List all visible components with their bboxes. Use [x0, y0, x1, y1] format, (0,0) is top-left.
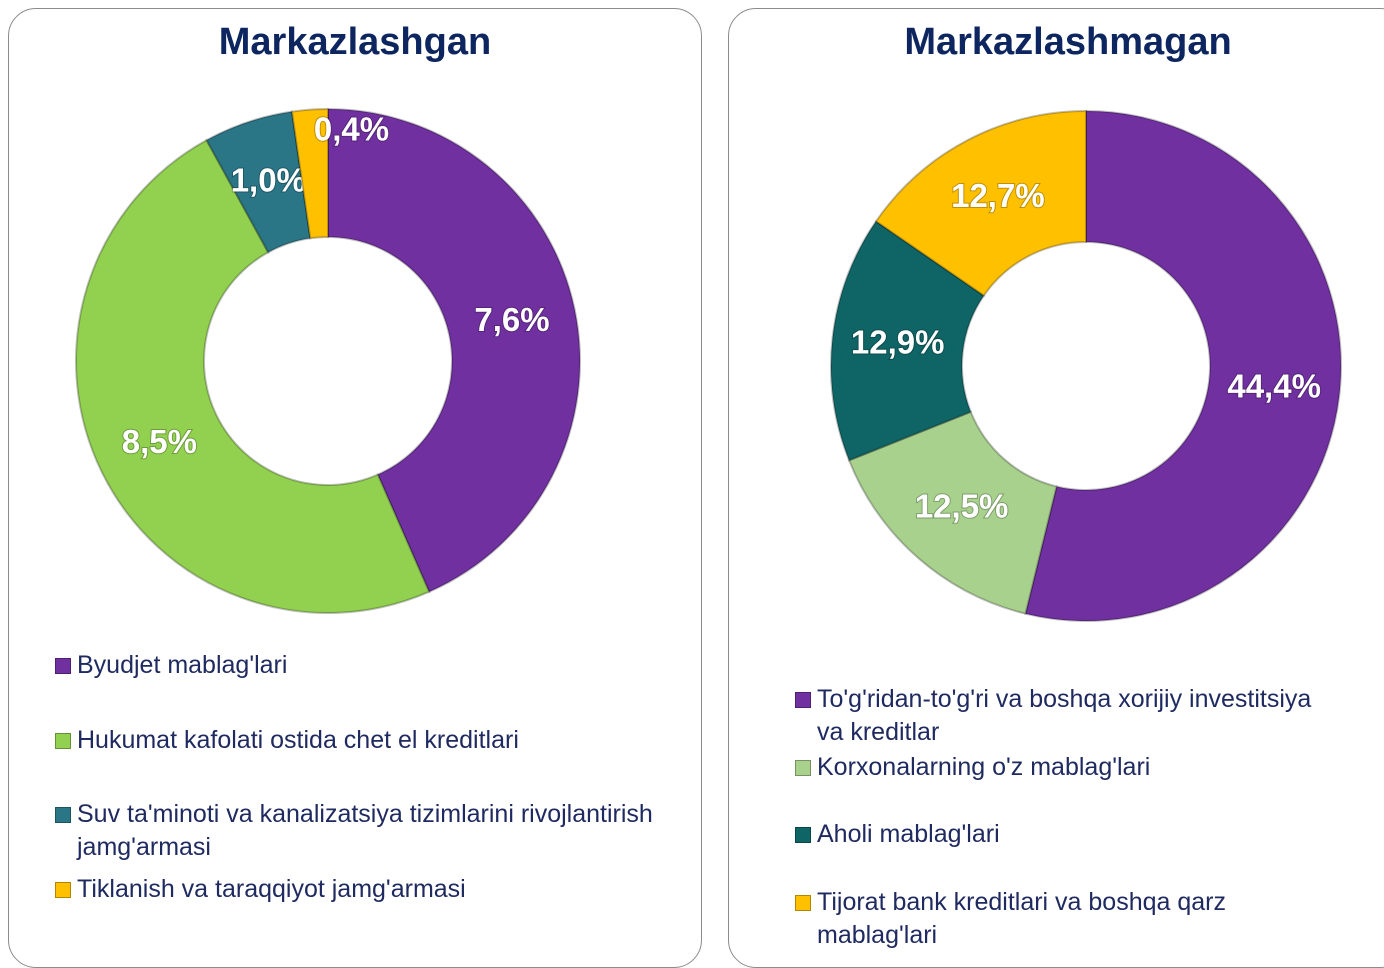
legend-item: To'g'ridan-to'g'ri va boshqa xorijiy inv…	[795, 683, 1325, 749]
data-label: 12,7%	[951, 177, 1045, 214]
donut-slice	[75, 138, 431, 614]
legend-item: Tijorat bank kreditlari va boshqa qarz m…	[795, 886, 1325, 952]
legend-label: Tiklanish va taraqqiyot jamg'armasi	[77, 874, 466, 903]
legend-swatch	[55, 807, 71, 823]
legend-swatch	[795, 827, 811, 843]
legend-label: Korxonalarning o'z mablag'lari	[817, 752, 1151, 781]
legend-swatch	[795, 894, 811, 911]
donut: 7,6% 8,5% 1,0%0,4%	[75, 107, 581, 614]
donut-slice	[290, 107, 329, 240]
page: Markazlashgan 7,6% 8,5% 1,0% 0,4% Byudjet mab…	[8, 8, 1384, 968]
legend-swatch	[55, 658, 71, 674]
data-label: 7,6%	[474, 301, 549, 338]
legend-item: Aholi mablag'lari	[795, 818, 1325, 851]
donut-slice	[1024, 109, 1342, 622]
data-label: 12,5%	[915, 488, 1009, 525]
data-label: 8,5%	[122, 423, 197, 460]
chart-title: Markazlashgan	[218, 21, 492, 63]
legend-swatch	[55, 881, 71, 898]
legend-swatch	[55, 732, 71, 749]
legend-label: Aholi mablag'lari	[817, 820, 1000, 848]
legend-item: Suv ta'minoti va kanalizatsiya tizimlari…	[55, 798, 675, 864]
data-label: 44,4%	[1227, 367, 1321, 404]
legend-label: Byudjet mablag'lari	[77, 651, 288, 679]
donut-slice	[830, 219, 986, 462]
legend-label: To'g'ridan-to'g'ri va boshqa xorijiy inv…	[817, 685, 1312, 746]
legend-swatch	[795, 692, 811, 708]
donut: 44,4% 12,5% 12,9% 12,7%	[830, 109, 1342, 622]
data-label: 12,9%	[851, 323, 945, 360]
data-label: 1,0%	[231, 161, 306, 198]
legend-item: Korxonalarning o'z mablag'lari	[795, 751, 1325, 784]
legend-label: Suv ta'minoti va kanalizatsiya tizimlari…	[77, 800, 653, 861]
legend-label: Hukumat kafolati ostida chet el kreditla…	[77, 725, 519, 754]
legend-item: Hukumat kafolati ostida chet el kreditla…	[55, 724, 675, 757]
donut-slice	[847, 410, 1058, 615]
donut-slice	[327, 107, 581, 594]
chart-panel: Markazlashmagan 44,4% 12,5% 12,9% 12,7% To'g'…	[728, 8, 1384, 968]
chart-title: Markazlashmagan	[904, 21, 1232, 63]
legend-swatch	[795, 759, 811, 776]
chart-panel: Markazlashgan 7,6% 8,5% 1,0% 0,4% Byudjet mab…	[8, 8, 702, 968]
legend-item: Byudjet mablag'lari	[55, 649, 675, 682]
legend-label: Tijorat bank kreditlari va boshqa qarz m…	[817, 887, 1226, 949]
donut-slice	[874, 109, 1087, 298]
data-label: 0,4%	[314, 110, 389, 147]
legend-item: Tiklanish va taraqqiyot jamg'armasi	[55, 873, 675, 906]
donut-slice	[205, 110, 312, 254]
